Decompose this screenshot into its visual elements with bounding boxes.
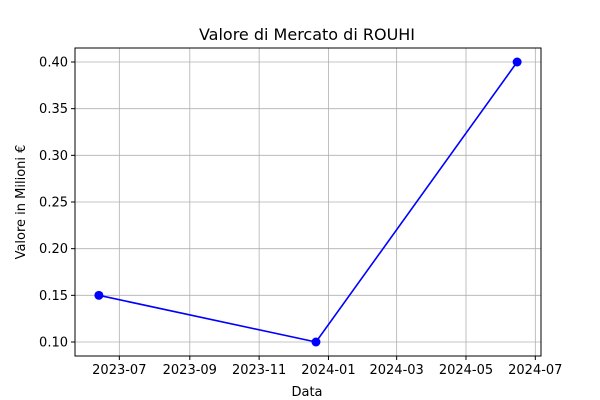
series-layer (94, 57, 522, 347)
grid (75, 48, 541, 356)
y-tick-label: 0.15 (39, 289, 68, 304)
x-tick-label: 2024-03 (369, 363, 423, 378)
x-tick-label: 2024-05 (439, 363, 493, 378)
data-point (512, 57, 522, 67)
data-point (311, 337, 321, 347)
y-tick-label: 0.35 (39, 102, 68, 117)
ticks: 2023-07 2023-09 2023-11 2024-01 2024-03 2024-… (39, 56, 562, 379)
y-tick-label: 0.10 (39, 336, 68, 351)
x-tick-label: 2024-01 (301, 363, 355, 378)
y-tick-label: 0.40 (39, 56, 68, 71)
y-tick-label: 0.30 (39, 149, 68, 164)
x-tick-label: 2024-07 (508, 363, 562, 378)
x-axis-label: Data (291, 385, 322, 400)
y-axis-label: Valore in Milioni € (14, 145, 29, 260)
x-tick-label: 2023-09 (163, 363, 217, 378)
y-tick-label: 0.20 (39, 242, 68, 257)
y-tick-label: 0.25 (39, 196, 68, 211)
chart-title: Valore di Mercato di ROUHI (199, 25, 415, 44)
x-tick-label: 2023-11 (232, 363, 286, 378)
data-point (94, 290, 104, 300)
x-tick-label: 2023-07 (92, 363, 146, 378)
